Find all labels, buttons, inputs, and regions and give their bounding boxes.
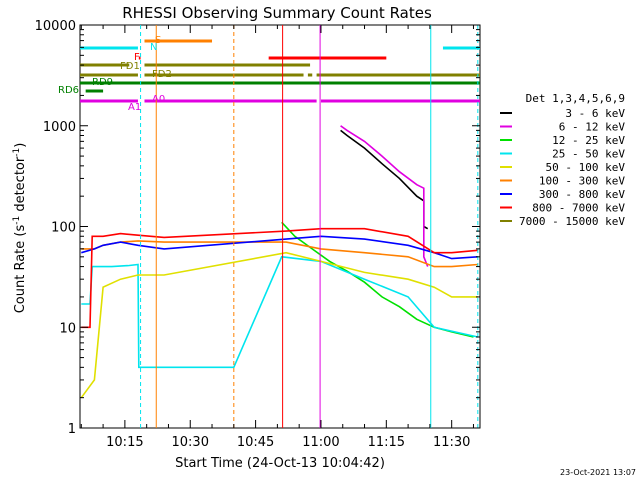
legend-entry: 6 - 12 keV [559,121,626,134]
y-axis-label: Count Rate (s-1 detector-1) [12,143,28,314]
x-axis: 10:15 10:30 10:45 11:00 11:15 11:30 [80,25,474,450]
series-line [81,235,478,260]
flag-label: RD9 [92,77,113,88]
y-axis-label-sup2: -1 [12,148,22,157]
flag-label: FD2 [152,69,172,80]
series-line [81,255,478,369]
chart-title: RHESSI Observing Summary Count Rates [122,4,432,22]
legend-entry: 50 - 100 keV [546,161,626,174]
x-tick-label: 10:15 [106,435,143,450]
y-tick-label: 100 [51,221,76,236]
timestamp: 23-Oct-2021 13:07 [560,468,636,477]
series-line [80,251,478,399]
x-tick-label: 10:30 [172,435,209,450]
legend-entry: 7000 - 15000 keV [519,215,625,228]
y-tick-label: 1 [68,422,76,437]
legend-title: Det 1,3,4,5,6,9 [526,92,625,105]
series-line [340,125,429,267]
flag-label: A0 [152,94,165,105]
legend-entry: 800 - 7000 keV [532,202,625,215]
x-axis-label: Start Time (24-Oct-13 10:04:42) [175,456,385,471]
legend-entry: 3 - 6 keV [565,107,625,120]
series-layer [80,125,478,399]
x-tick-label: 11:30 [433,435,470,450]
y-axis: 1 10 100 1000 10000 [35,19,480,437]
flag-label: FD1 [120,61,140,72]
flag-label: N [150,42,157,53]
y-tick-label: 10 [59,321,76,336]
y-axis-label-sup1: -1 [12,216,22,225]
series-line [340,129,429,230]
flag-label: RD6 [58,85,79,96]
y-axis-label-end: ) [13,143,28,148]
flag-bars [80,39,480,103]
legend-entry: 300 - 800 keV [539,188,625,201]
flag-label: S [155,35,161,46]
y-axis-label-mid: detector [13,156,28,216]
series-line [81,227,478,329]
x-tick-label: 11:00 [302,435,339,450]
x-tick-label: 10:45 [237,435,274,450]
flag-label: F [134,52,140,63]
flag-vertical-lines [140,25,479,428]
legend-entry: 100 - 300 keV [539,175,625,188]
legend-entry: 25 - 50 keV [552,148,625,161]
y-tick-label: 10000 [35,19,76,34]
y-tick-label: 1000 [43,120,76,135]
x-tick-label: 11:15 [368,435,405,450]
series-line [281,221,474,338]
y-axis-label-main: Count Rate (s [13,225,28,314]
flag-label: A1 [128,102,141,113]
legend-entry: 12 - 25 keV [552,134,625,147]
